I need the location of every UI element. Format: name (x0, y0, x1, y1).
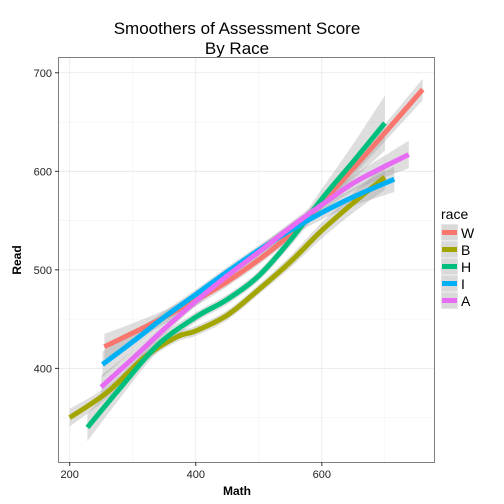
legend-title: race (441, 206, 468, 222)
legend-label-h: H (461, 259, 471, 275)
x-tick-label: 200 (61, 469, 79, 481)
x-tick-label: 400 (187, 469, 205, 481)
y-tick-label: 500 (34, 265, 52, 277)
legend-label-i: I (461, 276, 465, 292)
x-tick-label: 600 (313, 469, 331, 481)
legend-label-b: B (461, 242, 470, 258)
legend-label-a: A (461, 293, 471, 309)
x-axis-title: Math (223, 484, 251, 498)
y-axis-title: Read (10, 245, 24, 274)
chart-title-line1: Smoothers of Assessment Score (114, 19, 361, 38)
chart-title-line2: By Race (205, 39, 269, 58)
legend-label-w: W (461, 225, 475, 241)
y-tick-label: 600 (34, 166, 52, 178)
y-tick-label: 400 (34, 363, 52, 375)
y-tick-label: 700 (34, 68, 52, 80)
